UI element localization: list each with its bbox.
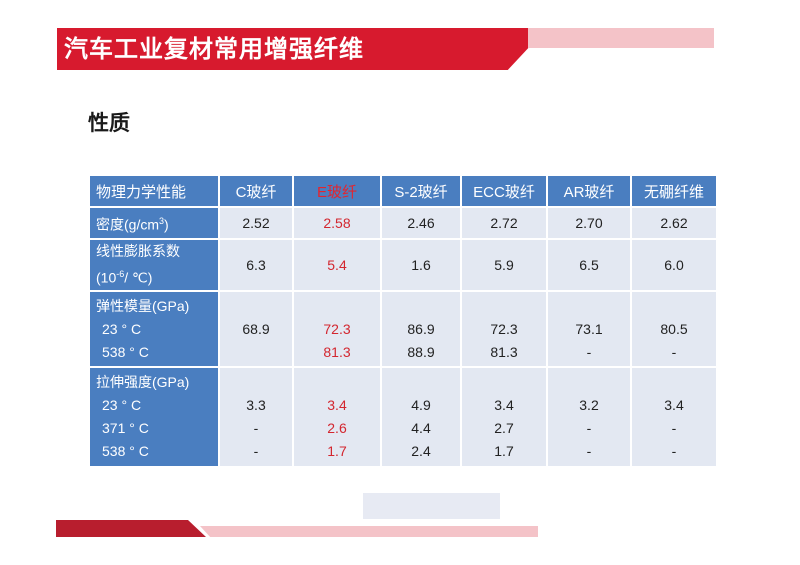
title-banner: [57, 28, 547, 70]
column-header-property: 物理力学性能: [88, 174, 220, 208]
page-title: 汽车工业复材常用增强纤维: [64, 35, 364, 63]
table-cell: 5.9: [460, 238, 548, 292]
table-cell: 86.9 88.9: [380, 290, 462, 368]
footer-accent-red: [56, 520, 206, 537]
table-cell: 2.58: [292, 206, 382, 240]
properties-table: 物理力学性能 C玻纤 E玻纤 S-2玻纤 ECC玻纤 AR玻纤 无硼纤维 密度(…: [88, 174, 718, 468]
row-label-tensile: 拉伸强度(GPa) 23 ° C 371 ° C 538 ° C: [88, 366, 220, 468]
table-cell: 6.5: [546, 238, 632, 292]
title-accent-bar: [528, 28, 714, 48]
table-cell: 3.2- -: [546, 366, 632, 468]
row-label-density: 密度(g/cm3): [88, 206, 220, 240]
footer-box: [363, 493, 500, 519]
table-cell: 72.3 81.3: [460, 290, 548, 368]
table-cell: 3.4- -: [630, 366, 718, 468]
column-header-s2-glass: S-2玻纤: [380, 174, 462, 208]
table-row: 密度(g/cm3) 2.52 2.58 2.46 2.72 2.70 2.62: [88, 206, 718, 240]
row-label-modulus: 弹性模量(GPa) 23 ° C 538 ° C: [88, 290, 220, 368]
footer-accent-pink: [200, 526, 538, 537]
table-cell: 73.1-: [546, 290, 632, 368]
table-cell: 3.3- -: [218, 366, 294, 468]
table-header-row: 物理力学性能 C玻纤 E玻纤 S-2玻纤 ECC玻纤 AR玻纤 无硼纤维: [88, 174, 718, 208]
table-cell: 68.9: [218, 290, 294, 368]
column-header-boron-free: 无硼纤维: [630, 174, 718, 208]
table-cell: 1.6: [380, 238, 462, 292]
table-cell: 3.4 2.7 1.7: [460, 366, 548, 468]
table-cell: 3.4 2.6 1.7: [292, 366, 382, 468]
table-cell: 6.3: [218, 238, 294, 292]
table-row: 弹性模量(GPa) 23 ° C 538 ° C 68.9 72.3 81.3 8…: [88, 290, 718, 368]
table-cell: 4.9 4.4 2.4: [380, 366, 462, 468]
table-cell: 2.72: [460, 206, 548, 240]
table-cell: 6.0: [630, 238, 718, 292]
table-cell: 2.52: [218, 206, 294, 240]
table-row: 拉伸强度(GPa) 23 ° C 371 ° C 538 ° C 3.3- - 3…: [88, 366, 718, 468]
table-cell: 5.4: [292, 238, 382, 292]
table-cell: 2.46: [380, 206, 462, 240]
column-header-e-glass: E玻纤: [292, 174, 382, 208]
table-cell: 80.5-: [630, 290, 718, 368]
column-header-ar-glass: AR玻纤: [546, 174, 632, 208]
column-header-ecr-glass: ECC玻纤: [460, 174, 548, 208]
table-cell: 2.62: [630, 206, 718, 240]
table-row: 线性膨胀系数 (10-6/ ℃) 6.3 5.4 1.6 5.9 6.5 6.0: [88, 238, 718, 292]
row-label-expansion: 线性膨胀系数 (10-6/ ℃): [88, 238, 220, 292]
section-heading: 性质: [88, 111, 130, 135]
table-cell: 2.70: [546, 206, 632, 240]
column-header-c-glass: C玻纤: [218, 174, 294, 208]
table-cell: 72.3 81.3: [292, 290, 382, 368]
